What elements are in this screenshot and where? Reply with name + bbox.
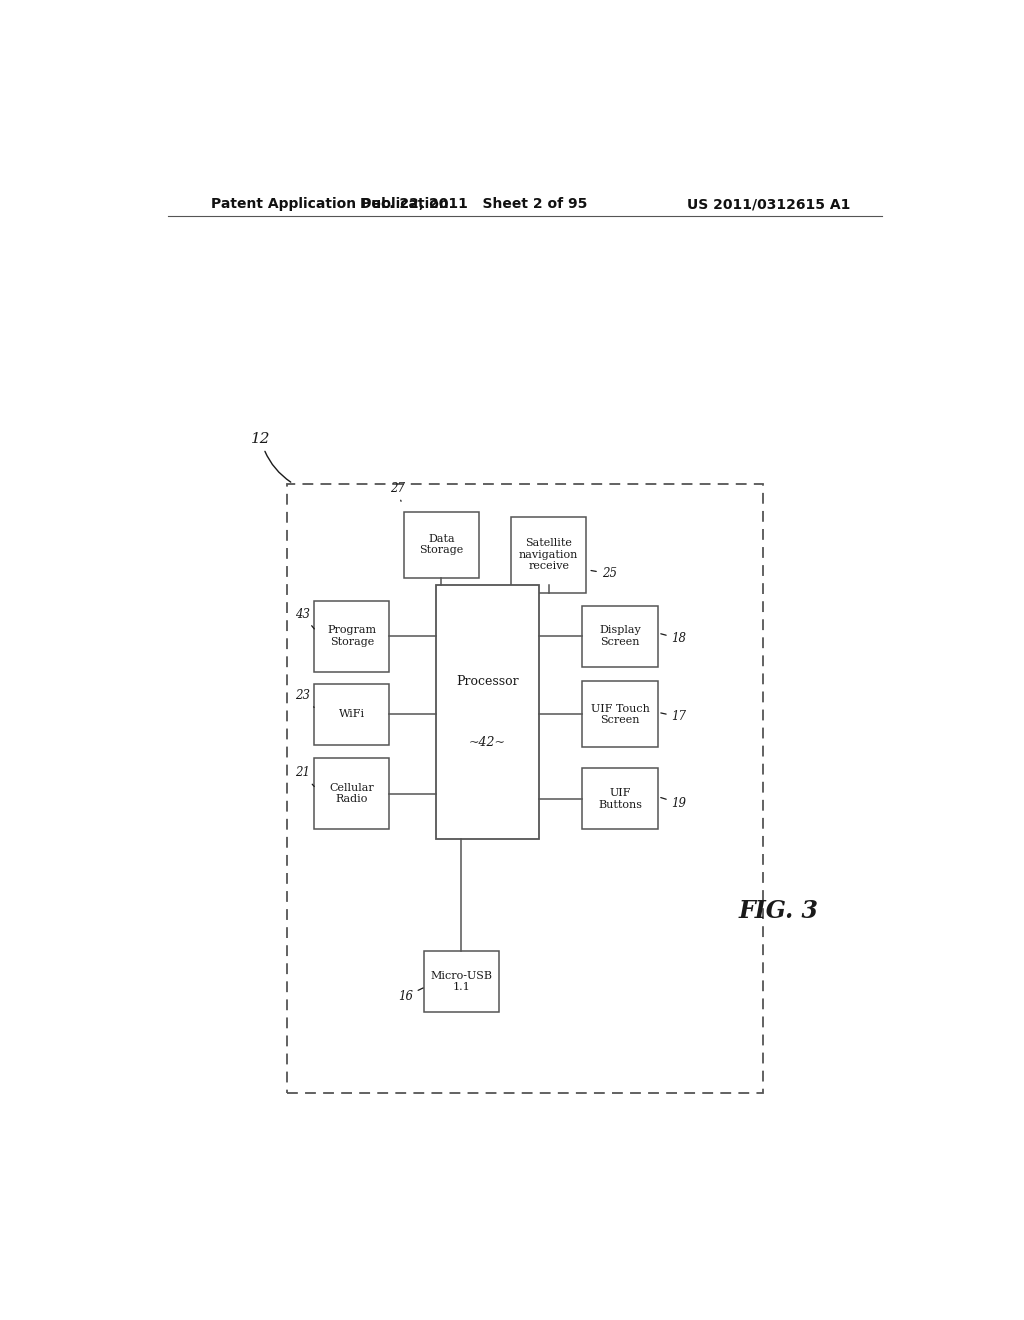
Bar (403, 512, 479, 578)
Text: Cellular
Radio: Cellular Radio (330, 783, 374, 804)
Text: Satellite
navigation
receive: Satellite navigation receive (519, 539, 579, 572)
Bar (583, 606, 657, 667)
Bar (314, 684, 389, 744)
Text: 21: 21 (295, 767, 314, 787)
Text: 27: 27 (390, 482, 404, 502)
Bar (424, 952, 499, 1012)
Text: Program
Storage: Program Storage (328, 626, 377, 647)
Text: Patent Application Publication: Patent Application Publication (211, 197, 450, 211)
Bar (314, 758, 389, 829)
Text: Dec. 22, 2011   Sheet 2 of 95: Dec. 22, 2011 Sheet 2 of 95 (359, 197, 587, 211)
Text: UIF
Buttons: UIF Buttons (598, 788, 642, 809)
Text: Micro-USB
1.1: Micro-USB 1.1 (430, 972, 493, 993)
Text: UIF Touch
Screen: UIF Touch Screen (591, 704, 649, 725)
Bar (314, 601, 389, 672)
Text: ~42~: ~42~ (469, 737, 506, 750)
Bar (511, 516, 587, 593)
Text: US 2011/0312615 A1: US 2011/0312615 A1 (687, 197, 850, 211)
Text: 43: 43 (295, 607, 314, 628)
Text: Display
Screen: Display Screen (599, 626, 641, 647)
Text: 23: 23 (295, 689, 314, 708)
Text: Data
Storage: Data Storage (420, 533, 464, 556)
Text: FIG. 3: FIG. 3 (738, 899, 819, 923)
Text: WiFi: WiFi (339, 709, 365, 719)
Text: 12: 12 (251, 432, 291, 482)
Bar (287, 483, 763, 1093)
Text: 19: 19 (660, 797, 687, 810)
Text: 18: 18 (660, 632, 687, 645)
Bar (583, 681, 657, 747)
Text: Processor: Processor (456, 676, 519, 688)
Text: 25: 25 (591, 568, 616, 581)
Text: 17: 17 (660, 710, 687, 723)
Text: 16: 16 (397, 987, 423, 1003)
Bar (583, 768, 657, 829)
Bar (436, 585, 539, 840)
